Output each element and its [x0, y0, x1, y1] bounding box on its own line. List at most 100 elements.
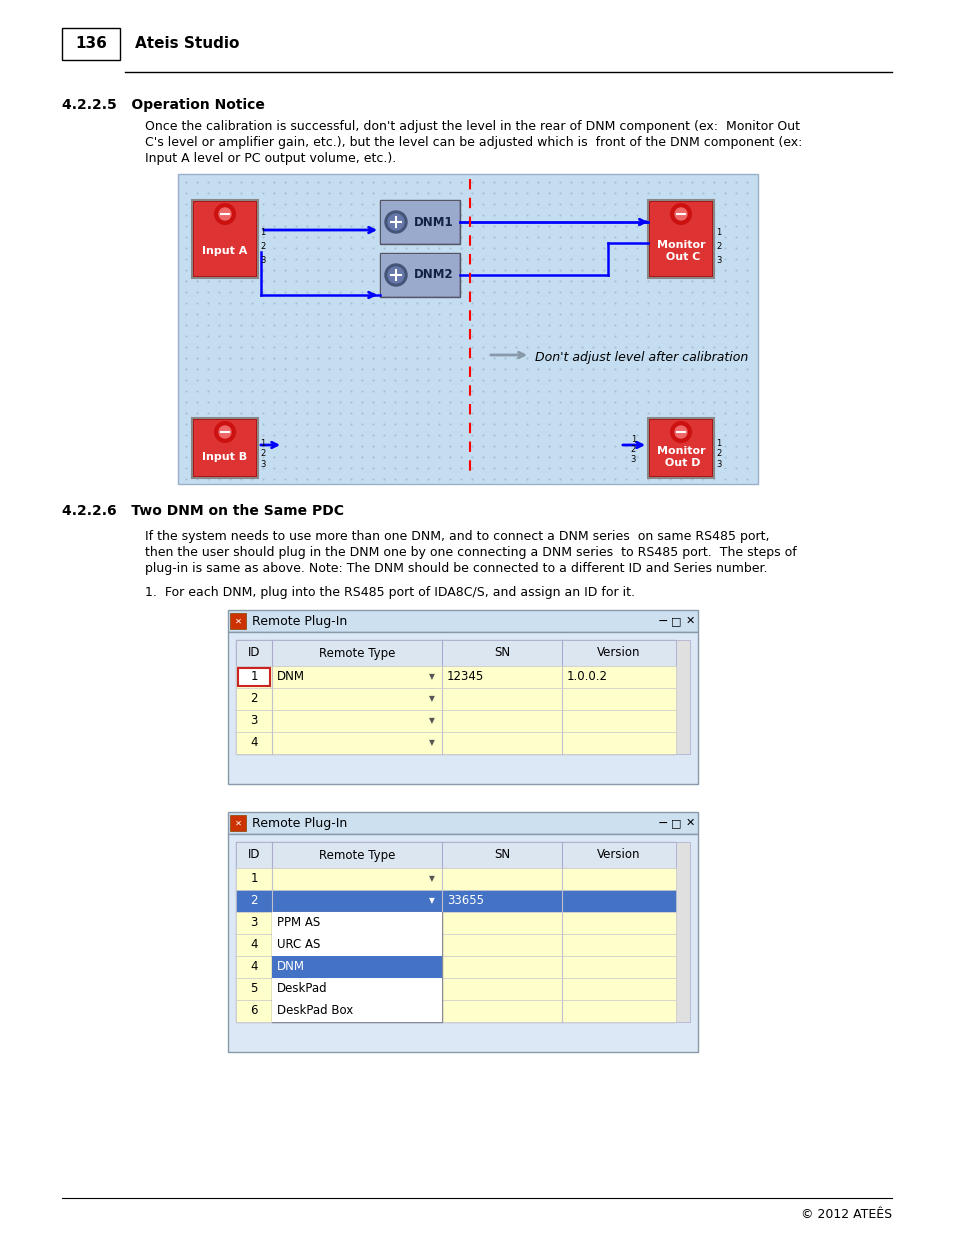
Bar [272, 956, 441, 978]
Circle shape [670, 422, 690, 442]
Bar [230, 613, 246, 629]
Bar [235, 1000, 676, 1023]
Text: ▼: ▼ [429, 984, 435, 993]
Text: 1: 1 [250, 671, 257, 683]
Text: ✕: ✕ [234, 616, 241, 625]
Bar [272, 934, 441, 956]
Bar [235, 666, 676, 688]
Bar [235, 868, 676, 890]
Text: Monitor
 Out C: Monitor Out C [656, 240, 704, 262]
Text: DeskPad Box: DeskPad Box [276, 1004, 353, 1018]
Bar [235, 640, 676, 755]
Text: ▼: ▼ [429, 739, 435, 747]
Bar [647, 417, 713, 478]
Text: 1: 1 [716, 438, 720, 448]
Bar [235, 732, 676, 755]
Text: 2: 2 [250, 894, 257, 908]
Text: ▼: ▼ [429, 1007, 435, 1015]
Text: 33655: 33655 [447, 894, 483, 908]
Text: 4: 4 [250, 939, 257, 951]
Text: 1: 1 [260, 228, 265, 237]
Text: DeskPad Box: DeskPad Box [276, 1004, 353, 1018]
Text: ▼: ▼ [429, 897, 435, 905]
Text: 2: 2 [260, 242, 265, 251]
Circle shape [675, 207, 686, 220]
Text: 2: 2 [260, 450, 265, 458]
Circle shape [385, 211, 407, 233]
Bar [235, 911, 676, 934]
Text: 3: 3 [260, 257, 265, 266]
Bar [676, 842, 689, 1023]
Text: C's level or amplifier gain, etc.), but the level can be adjusted which is  fron: C's level or amplifier gain, etc.), but … [145, 136, 801, 149]
Text: Once the calibration is successful, don't adjust the level in the rear of DNM co: Once the calibration is successful, don'… [145, 120, 800, 133]
Text: Input A level or PC output volume, etc.).: Input A level or PC output volume, etc.)… [145, 152, 395, 165]
Text: 1.0.0.2: 1.0.0.2 [566, 671, 607, 683]
Text: 3: 3 [250, 715, 257, 727]
Text: 4: 4 [250, 736, 257, 750]
Bar [192, 417, 257, 478]
Text: DNM: DNM [276, 961, 305, 973]
Bar [228, 610, 698, 632]
Text: SN: SN [494, 646, 510, 659]
Bar [649, 420, 711, 475]
Text: URC AS: URC AS [276, 939, 320, 951]
Bar [62, 28, 120, 61]
Bar [193, 203, 255, 275]
Circle shape [385, 264, 407, 287]
Text: ✕: ✕ [684, 818, 694, 827]
Bar [193, 420, 255, 475]
Text: 3: 3 [716, 257, 720, 266]
Text: □: □ [670, 616, 680, 626]
Text: plug-in is same as above. Note: The DNM should be connected to a different ID an: plug-in is same as above. Note: The DNM … [145, 562, 767, 576]
Text: ✕: ✕ [234, 819, 241, 827]
Text: Ateis Studio: Ateis Studio [135, 37, 239, 52]
Bar [272, 911, 441, 934]
Text: Don't adjust level after calibration: Don't adjust level after calibration [535, 352, 747, 364]
Text: then the user should plug in the DNM one by one connecting a DNM series  to RS48: then the user should plug in the DNM one… [145, 546, 796, 559]
Circle shape [214, 204, 234, 224]
Text: PPM AS: PPM AS [276, 916, 320, 930]
Bar [235, 842, 676, 868]
Text: 2: 2 [716, 242, 720, 251]
Text: DNM: DNM [276, 961, 305, 973]
Text: 5: 5 [250, 983, 257, 995]
Bar [380, 201, 458, 243]
Bar [192, 200, 257, 278]
Text: Input B: Input B [202, 452, 247, 462]
Text: ▼: ▼ [429, 941, 435, 950]
Text: DeskPad: DeskPad [276, 983, 327, 995]
Text: 4: 4 [250, 961, 257, 973]
Bar [235, 710, 676, 732]
Bar [272, 978, 441, 1000]
Text: □: □ [670, 818, 680, 827]
Text: Remote Type: Remote Type [318, 646, 395, 659]
Bar [178, 174, 758, 484]
Text: Remote Type: Remote Type [318, 848, 395, 862]
Text: Remote Plug-In: Remote Plug-In [252, 816, 347, 830]
Text: 2: 2 [716, 450, 720, 458]
Text: ▼: ▼ [429, 673, 435, 682]
Text: Version: Version [597, 646, 640, 659]
Text: Monitor
 Out D: Monitor Out D [656, 446, 704, 468]
Text: 4.2.2.5   Operation Notice: 4.2.2.5 Operation Notice [62, 98, 265, 112]
Text: 1: 1 [250, 872, 257, 885]
Circle shape [214, 422, 234, 442]
Text: 2: 2 [250, 693, 257, 705]
Text: 12345: 12345 [447, 671, 484, 683]
Text: DNM: DNM [276, 671, 305, 683]
Text: ID: ID [248, 646, 260, 659]
Circle shape [675, 426, 686, 438]
Bar [235, 688, 676, 710]
Bar [379, 253, 459, 296]
Text: DNM1: DNM1 [414, 215, 453, 228]
Text: DNM2: DNM2 [414, 268, 453, 282]
Bar [649, 203, 711, 275]
Text: −: − [657, 816, 667, 830]
Bar [235, 890, 676, 911]
Text: Version: Version [597, 848, 640, 862]
Text: 1: 1 [716, 228, 720, 237]
Circle shape [388, 267, 403, 283]
Bar [230, 815, 246, 831]
Bar [272, 1000, 441, 1023]
Bar [235, 934, 676, 956]
